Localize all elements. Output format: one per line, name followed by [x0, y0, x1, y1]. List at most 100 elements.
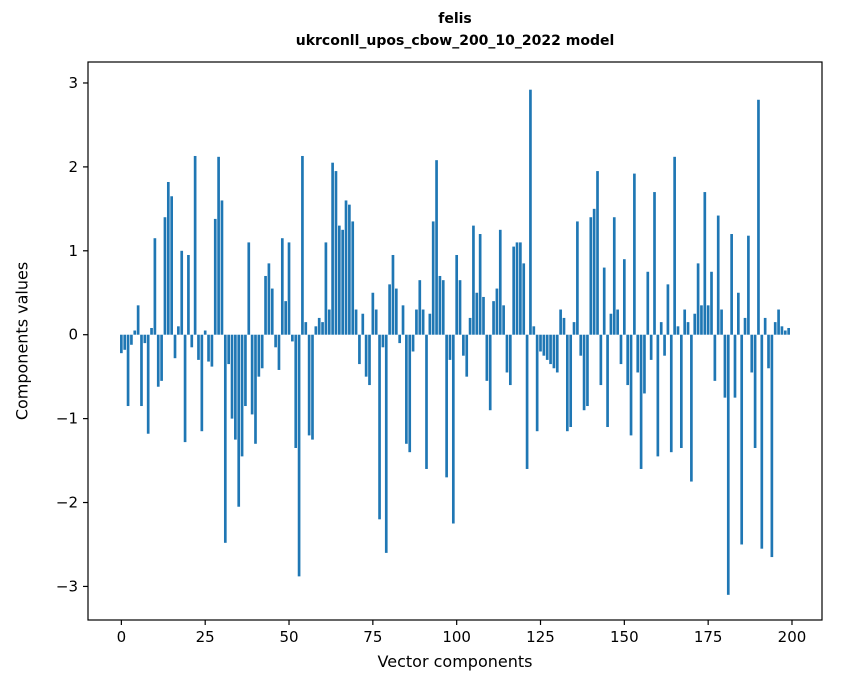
bar — [737, 292, 740, 335]
bar — [223, 334, 227, 543]
bar — [287, 242, 291, 335]
bar — [257, 334, 261, 377]
bar — [140, 334, 143, 407]
x-tick-label: 125 — [526, 628, 555, 646]
bar — [344, 200, 348, 335]
bar — [451, 334, 455, 524]
bar — [586, 334, 589, 407]
bar — [498, 229, 502, 335]
bar — [763, 317, 767, 335]
x-tick-label: 150 — [610, 628, 639, 646]
bar — [250, 334, 254, 415]
bar — [150, 327, 153, 335]
bar — [187, 254, 190, 335]
bar — [559, 309, 562, 335]
bar — [545, 334, 549, 360]
bar — [190, 334, 194, 348]
bar — [230, 334, 234, 419]
bar — [156, 334, 160, 387]
bar — [294, 334, 298, 448]
bar — [304, 322, 308, 335]
bar — [438, 275, 442, 335]
bar — [193, 155, 197, 335]
bar — [686, 322, 690, 335]
bar — [130, 334, 133, 345]
bar — [602, 267, 606, 335]
bar — [177, 326, 180, 335]
bar — [750, 334, 754, 373]
bar — [351, 221, 355, 335]
bar — [683, 309, 687, 335]
bar — [716, 215, 720, 335]
bar — [636, 334, 640, 373]
bar — [565, 334, 569, 432]
bar — [589, 217, 593, 335]
bar — [535, 334, 539, 432]
bar — [522, 263, 526, 335]
bar — [465, 334, 469, 377]
bar — [649, 334, 653, 360]
bar — [244, 334, 247, 407]
bar — [311, 334, 314, 440]
bar — [569, 334, 573, 428]
bar — [552, 334, 556, 369]
bar — [398, 334, 402, 344]
bar — [525, 334, 529, 469]
bar — [733, 334, 737, 398]
bar — [297, 334, 301, 577]
bar — [217, 156, 220, 335]
bar — [203, 330, 207, 335]
bar — [240, 334, 244, 457]
bar — [163, 217, 167, 335]
bar — [170, 196, 173, 335]
bar — [508, 334, 512, 386]
bar — [324, 242, 328, 335]
bar — [337, 225, 341, 335]
y-tick-label: 0 — [68, 326, 78, 344]
y-tick-label: 2 — [68, 158, 78, 176]
bar — [455, 254, 459, 335]
bar — [348, 204, 351, 335]
bar — [478, 234, 482, 335]
bar — [425, 334, 428, 469]
bar — [740, 334, 744, 545]
x-axis-label: Vector components — [377, 652, 533, 671]
bar — [143, 334, 147, 344]
chart-title: felis ukrconll_upos_cbow_200_10_2022 mod… — [296, 8, 615, 52]
y-axis-label: Components values — [12, 261, 32, 421]
bar — [361, 313, 365, 335]
bar — [384, 334, 388, 553]
bar — [572, 322, 576, 335]
y-tick-label: −2 — [56, 494, 78, 512]
bar — [673, 156, 676, 335]
bar — [542, 334, 546, 356]
bar — [411, 334, 415, 352]
bar — [488, 334, 492, 411]
bar — [710, 271, 713, 335]
bar — [445, 334, 448, 478]
bar — [267, 263, 271, 335]
bar — [234, 334, 237, 440]
x-tick-label: 200 — [778, 628, 807, 646]
bar — [341, 229, 345, 335]
bar — [676, 326, 680, 335]
x-tick-label: 75 — [363, 628, 382, 646]
bar — [458, 280, 462, 335]
chart-title-line1: felis — [438, 11, 472, 27]
bar — [703, 192, 707, 335]
bar — [381, 334, 385, 348]
bar — [247, 242, 251, 335]
bar — [331, 162, 334, 335]
bar — [374, 309, 378, 335]
bar — [726, 334, 730, 595]
bar — [183, 334, 187, 443]
bar — [317, 317, 321, 335]
bar — [284, 301, 288, 335]
bar — [358, 334, 361, 365]
bar — [663, 334, 666, 356]
bar — [579, 334, 583, 356]
bar — [280, 238, 284, 335]
bar — [334, 171, 338, 335]
bar — [210, 334, 214, 367]
